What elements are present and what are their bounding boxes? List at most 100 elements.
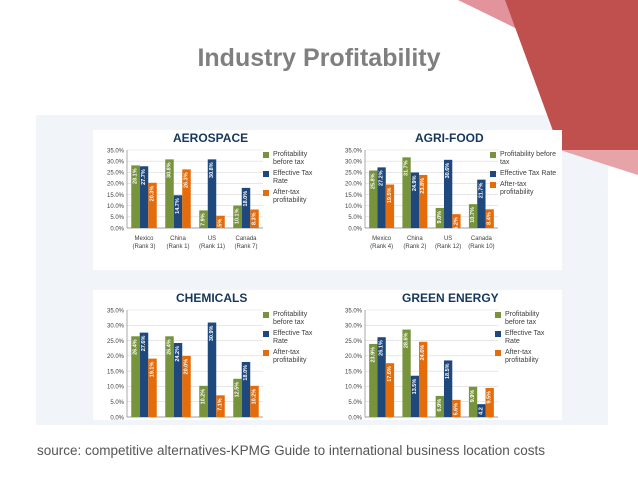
y-tick-label: 20.0% (345, 354, 363, 360)
bar (385, 363, 395, 417)
x-tick-label: China (407, 236, 423, 242)
data-label: 9.0% (437, 211, 443, 224)
x-tick-label: Canada (471, 236, 493, 242)
x-tick-label: (Rank 12) (435, 244, 461, 250)
bar (165, 336, 174, 417)
data-label: 17.6% (387, 366, 393, 382)
y-tick-label: 30.0% (345, 159, 363, 165)
y-tick-label: 20.0% (107, 354, 125, 360)
y-tick-label: 20.0% (345, 182, 363, 188)
x-tick-label: (Rank 1) (166, 244, 189, 250)
data-label: 8.4% (487, 212, 493, 225)
bar (233, 378, 242, 417)
legend-label: Profitability before tax (500, 151, 557, 166)
y-tick-label: 0.0% (348, 415, 362, 420)
legend-label: After-tax profitability (273, 189, 307, 204)
data-label: 10.2% (252, 389, 258, 405)
bar (477, 404, 486, 417)
y-tick-label: 15.0% (345, 193, 363, 199)
legend-label: Profitability before tax (273, 311, 308, 326)
data-label: 12.5% (235, 382, 241, 398)
bar (369, 343, 378, 417)
x-tick-label: (Rank 10) (468, 244, 494, 250)
bar (216, 395, 225, 417)
legend-swatch (490, 182, 496, 188)
y-tick-label: 25.0% (107, 339, 125, 345)
x-tick-label: Mexico (372, 236, 392, 242)
legend-item: After-tax profitability (495, 349, 559, 365)
legend-item: Profitability before tax (495, 311, 559, 327)
y-tick-label: 15.0% (107, 369, 125, 375)
y-tick-label: 5.0% (110, 215, 124, 221)
bar (250, 209, 259, 228)
data-label: 6.9% (437, 399, 443, 412)
bar (452, 399, 461, 417)
data-label: 13.5% (412, 379, 418, 395)
data-label: 23.9% (370, 347, 376, 363)
data-label: 27.2% (379, 170, 385, 186)
legend-item: Effective Tax Rate (263, 170, 323, 186)
legend-item: Profitability before tax (263, 311, 323, 327)
x-tick-label: US (444, 236, 452, 242)
data-label: 4.2 (478, 407, 484, 415)
y-tick-label: 20.0% (107, 182, 125, 188)
x-tick-label: (Rank 4) (370, 244, 393, 250)
legend-swatch (263, 152, 269, 158)
y-tick-label: 35.0% (345, 148, 363, 154)
legend-swatch (263, 312, 269, 318)
chart-svg: 0.0% 5.0% 10.0% 15.0% 20.0% 25.0% 30.0% 35.0% 26… (107, 308, 263, 420)
data-label: 18.0% (243, 365, 249, 381)
bar (477, 179, 486, 228)
data-label: 30.9% (209, 325, 215, 341)
y-tick-label: 10.0% (345, 385, 363, 391)
chart-panel: 0.0% 5.0% 10.0% 15.0% 20.0% 25.0% 30.0% 35.0% 28… (93, 130, 325, 270)
legend-swatch (263, 331, 269, 337)
bar (468, 386, 478, 417)
y-tick-label: 25.0% (345, 171, 363, 177)
chart-svg: 0.0% 5.0% 10.0% 15.0% 20.0% 25.0% 30.0% 35.0% 23… (345, 308, 498, 420)
y-tick-label: 25.0% (345, 339, 363, 345)
legend-label: Profitability before tax (273, 151, 308, 166)
bar (207, 159, 217, 228)
data-label: 24.6% (420, 345, 426, 361)
bar (148, 358, 157, 417)
legend-label: Profitability before tax (505, 311, 540, 326)
chart-legend: Profitability before tax Effective Tax Ra… (495, 311, 559, 368)
data-label: 5.6% (453, 403, 459, 416)
x-tick-label: China (170, 236, 186, 242)
bar (173, 343, 183, 417)
legend-item: Profitability before tax (263, 151, 323, 167)
legend-swatch (490, 171, 496, 177)
y-tick-label: 30.0% (107, 159, 125, 165)
bar (377, 167, 386, 228)
legend-swatch (263, 190, 269, 196)
bar (419, 341, 428, 417)
x-tick-label: US (208, 236, 216, 242)
data-label: 6.2% (453, 217, 459, 230)
legend-swatch (495, 312, 501, 318)
bar (199, 385, 208, 417)
legend-item: Profitability before tax (490, 151, 560, 167)
chart-legend: Profitability before tax Effective Tax Ra… (263, 311, 323, 368)
data-label: 10.2% (201, 389, 207, 405)
data-label: 30.8% (209, 162, 215, 178)
legend-swatch (495, 350, 501, 356)
bar (452, 214, 461, 228)
data-label: 30.6% (445, 163, 451, 179)
x-tick-label: (Rank 11) (199, 244, 225, 250)
data-label: 20.0% (184, 359, 190, 375)
bar (207, 322, 217, 417)
bar (233, 205, 242, 228)
legend-swatch (263, 350, 269, 356)
chart-title: AEROSPACE (173, 131, 249, 145)
data-label: 9.9% (470, 390, 476, 403)
chart-title: GREEN ENERGY (402, 291, 499, 305)
data-label: 7.9% (201, 213, 207, 226)
data-label: 21.7% (478, 183, 484, 199)
data-label: 26.4% (167, 339, 173, 355)
data-label: 31.7% (404, 160, 410, 176)
bar (468, 204, 478, 228)
bar (485, 209, 494, 228)
bar (182, 169, 191, 228)
data-label: 14.7% (175, 198, 181, 214)
